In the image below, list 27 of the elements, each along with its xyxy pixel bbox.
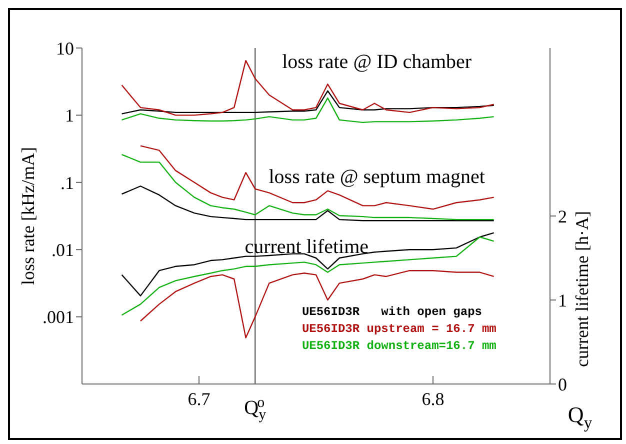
- y2-tick-label: 2: [558, 206, 567, 226]
- text: UE56ID3R upstream = 16.7 mm: [302, 321, 496, 338]
- line-series: [121, 232, 494, 296]
- line-series: [140, 270, 494, 338]
- y-tick-label: .001: [42, 307, 74, 328]
- y-tick-label: .01: [52, 240, 74, 260]
- line-series: [121, 97, 494, 124]
- annotation: loss rate @ septum magnet: [268, 166, 486, 188]
- annotation: current lifetime: [244, 236, 369, 258]
- y2-tick-label: 1: [558, 290, 567, 310]
- y-tick-label: 1: [65, 106, 74, 126]
- line-series: [121, 154, 494, 220]
- y2-tick-label: 0: [558, 374, 567, 394]
- x-tick-label: 6.8: [422, 388, 444, 409]
- line-series: [121, 90, 494, 114]
- y-axis-title: loss rate [kHz/mA]: [18, 147, 38, 285]
- x-axis-title: Q$_{y}$: [568, 402, 593, 432]
- y2-axis-title: current lifetime [h·A]: [572, 211, 592, 367]
- annotation: loss rate @ ID chamber: [282, 51, 472, 73]
- text: UE56ID3R with open gaps: [302, 304, 483, 321]
- y-tick-label: 10: [56, 38, 74, 58]
- line-series: [121, 186, 494, 222]
- text: UE56ID3R downstream=16.7 mm: [302, 338, 496, 355]
- line-series: [140, 145, 494, 210]
- x-tick-label: 6.7: [188, 388, 210, 409]
- line-series: [121, 236, 494, 316]
- y-tick-label: .1: [60, 172, 74, 193]
